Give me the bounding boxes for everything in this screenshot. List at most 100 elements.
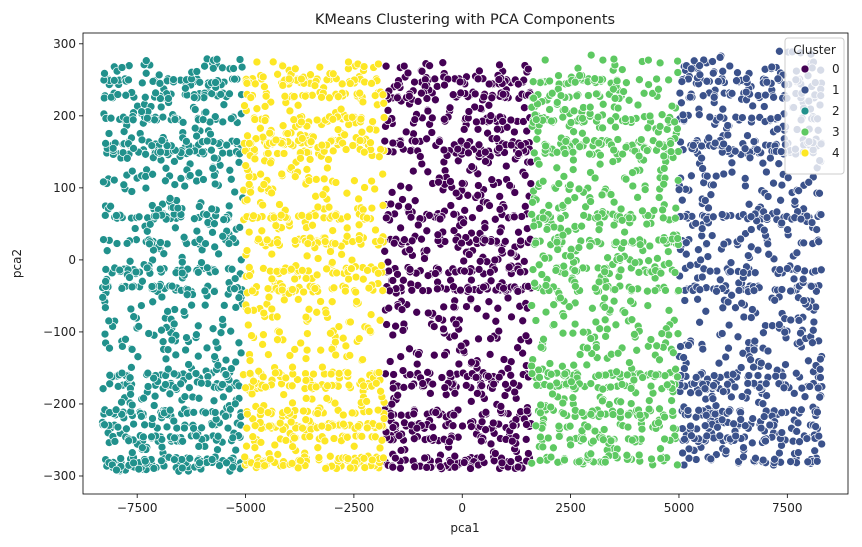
data-point [230, 274, 240, 283]
data-point [197, 423, 206, 433]
data-point [194, 393, 204, 403]
data-point [545, 105, 554, 114]
data-point [287, 381, 297, 391]
data-point [450, 451, 460, 461]
data-point [758, 455, 768, 465]
data-point [250, 421, 260, 431]
data-point [449, 209, 459, 219]
data-point [527, 361, 536, 371]
data-point [492, 134, 502, 143]
data-point [574, 184, 584, 194]
data-point [694, 405, 704, 415]
data-point [521, 435, 531, 444]
data-point [108, 143, 118, 153]
data-point [673, 460, 682, 470]
data-point [789, 389, 799, 398]
data-point [278, 121, 288, 131]
data-point [670, 268, 680, 277]
data-point [326, 247, 335, 256]
data-point [487, 93, 497, 103]
data-point [549, 300, 559, 310]
data-point [705, 266, 715, 276]
data-point [748, 305, 757, 314]
data-point [388, 383, 398, 393]
data-point [486, 276, 496, 286]
data-point [574, 243, 584, 252]
data-point [687, 431, 696, 441]
data-point [176, 174, 186, 183]
data-point [384, 303, 394, 313]
data-point [609, 296, 619, 306]
data-point [472, 117, 481, 127]
data-point [182, 290, 192, 300]
data-point [119, 127, 129, 136]
data-point [609, 197, 619, 207]
data-point [126, 304, 136, 314]
data-point [456, 136, 466, 146]
data-point [177, 463, 187, 473]
y-tick-label: 100 [53, 181, 76, 195]
data-point [396, 410, 406, 420]
data-point [497, 245, 507, 255]
data-point [498, 89, 508, 99]
data-point [634, 450, 644, 460]
data-point [723, 130, 733, 140]
data-point [513, 287, 523, 296]
data-point [99, 177, 108, 187]
data-point [169, 319, 179, 329]
data-point [100, 211, 110, 220]
data-point [554, 179, 564, 188]
data-point [805, 382, 815, 391]
data-point [137, 107, 146, 116]
data-point [382, 320, 391, 329]
data-point [125, 273, 134, 282]
data-point [309, 369, 318, 379]
data-point [401, 127, 411, 137]
data-point [301, 274, 311, 283]
data-point [632, 345, 642, 355]
data-point [473, 74, 483, 84]
data-point [495, 227, 505, 237]
data-point [628, 168, 637, 177]
data-point [439, 145, 449, 155]
data-point [275, 418, 285, 428]
legend-marker-2 [800, 106, 810, 116]
data-point [184, 360, 193, 369]
data-point [237, 62, 247, 72]
data-point [516, 140, 526, 150]
data-point [271, 221, 281, 231]
data-point [457, 238, 466, 248]
data-point [484, 100, 494, 110]
data-point [593, 112, 603, 122]
data-point [273, 69, 282, 79]
data-point [355, 136, 365, 145]
data-point [287, 459, 297, 468]
data-point [373, 268, 383, 278]
data-point [548, 389, 557, 399]
data-point [360, 183, 369, 192]
data-point [586, 409, 596, 419]
data-point [420, 254, 429, 263]
data-point [218, 63, 227, 73]
data-point [739, 312, 749, 322]
data-point [532, 380, 542, 390]
data-point [124, 75, 133, 85]
data-point [646, 335, 656, 344]
data-point [317, 421, 327, 431]
data-point [733, 68, 742, 78]
data-point [302, 165, 312, 174]
data-point [560, 455, 569, 465]
data-point [510, 387, 520, 397]
data-point [708, 57, 717, 66]
data-point [541, 281, 551, 290]
data-point [290, 64, 300, 74]
data-point [738, 113, 747, 122]
data-point [127, 363, 136, 372]
data-point [556, 91, 566, 100]
data-point [285, 106, 295, 116]
data-point [467, 162, 477, 172]
data-point [467, 228, 476, 238]
data-point [125, 373, 135, 383]
data-point [374, 152, 384, 162]
data-point [486, 334, 495, 344]
